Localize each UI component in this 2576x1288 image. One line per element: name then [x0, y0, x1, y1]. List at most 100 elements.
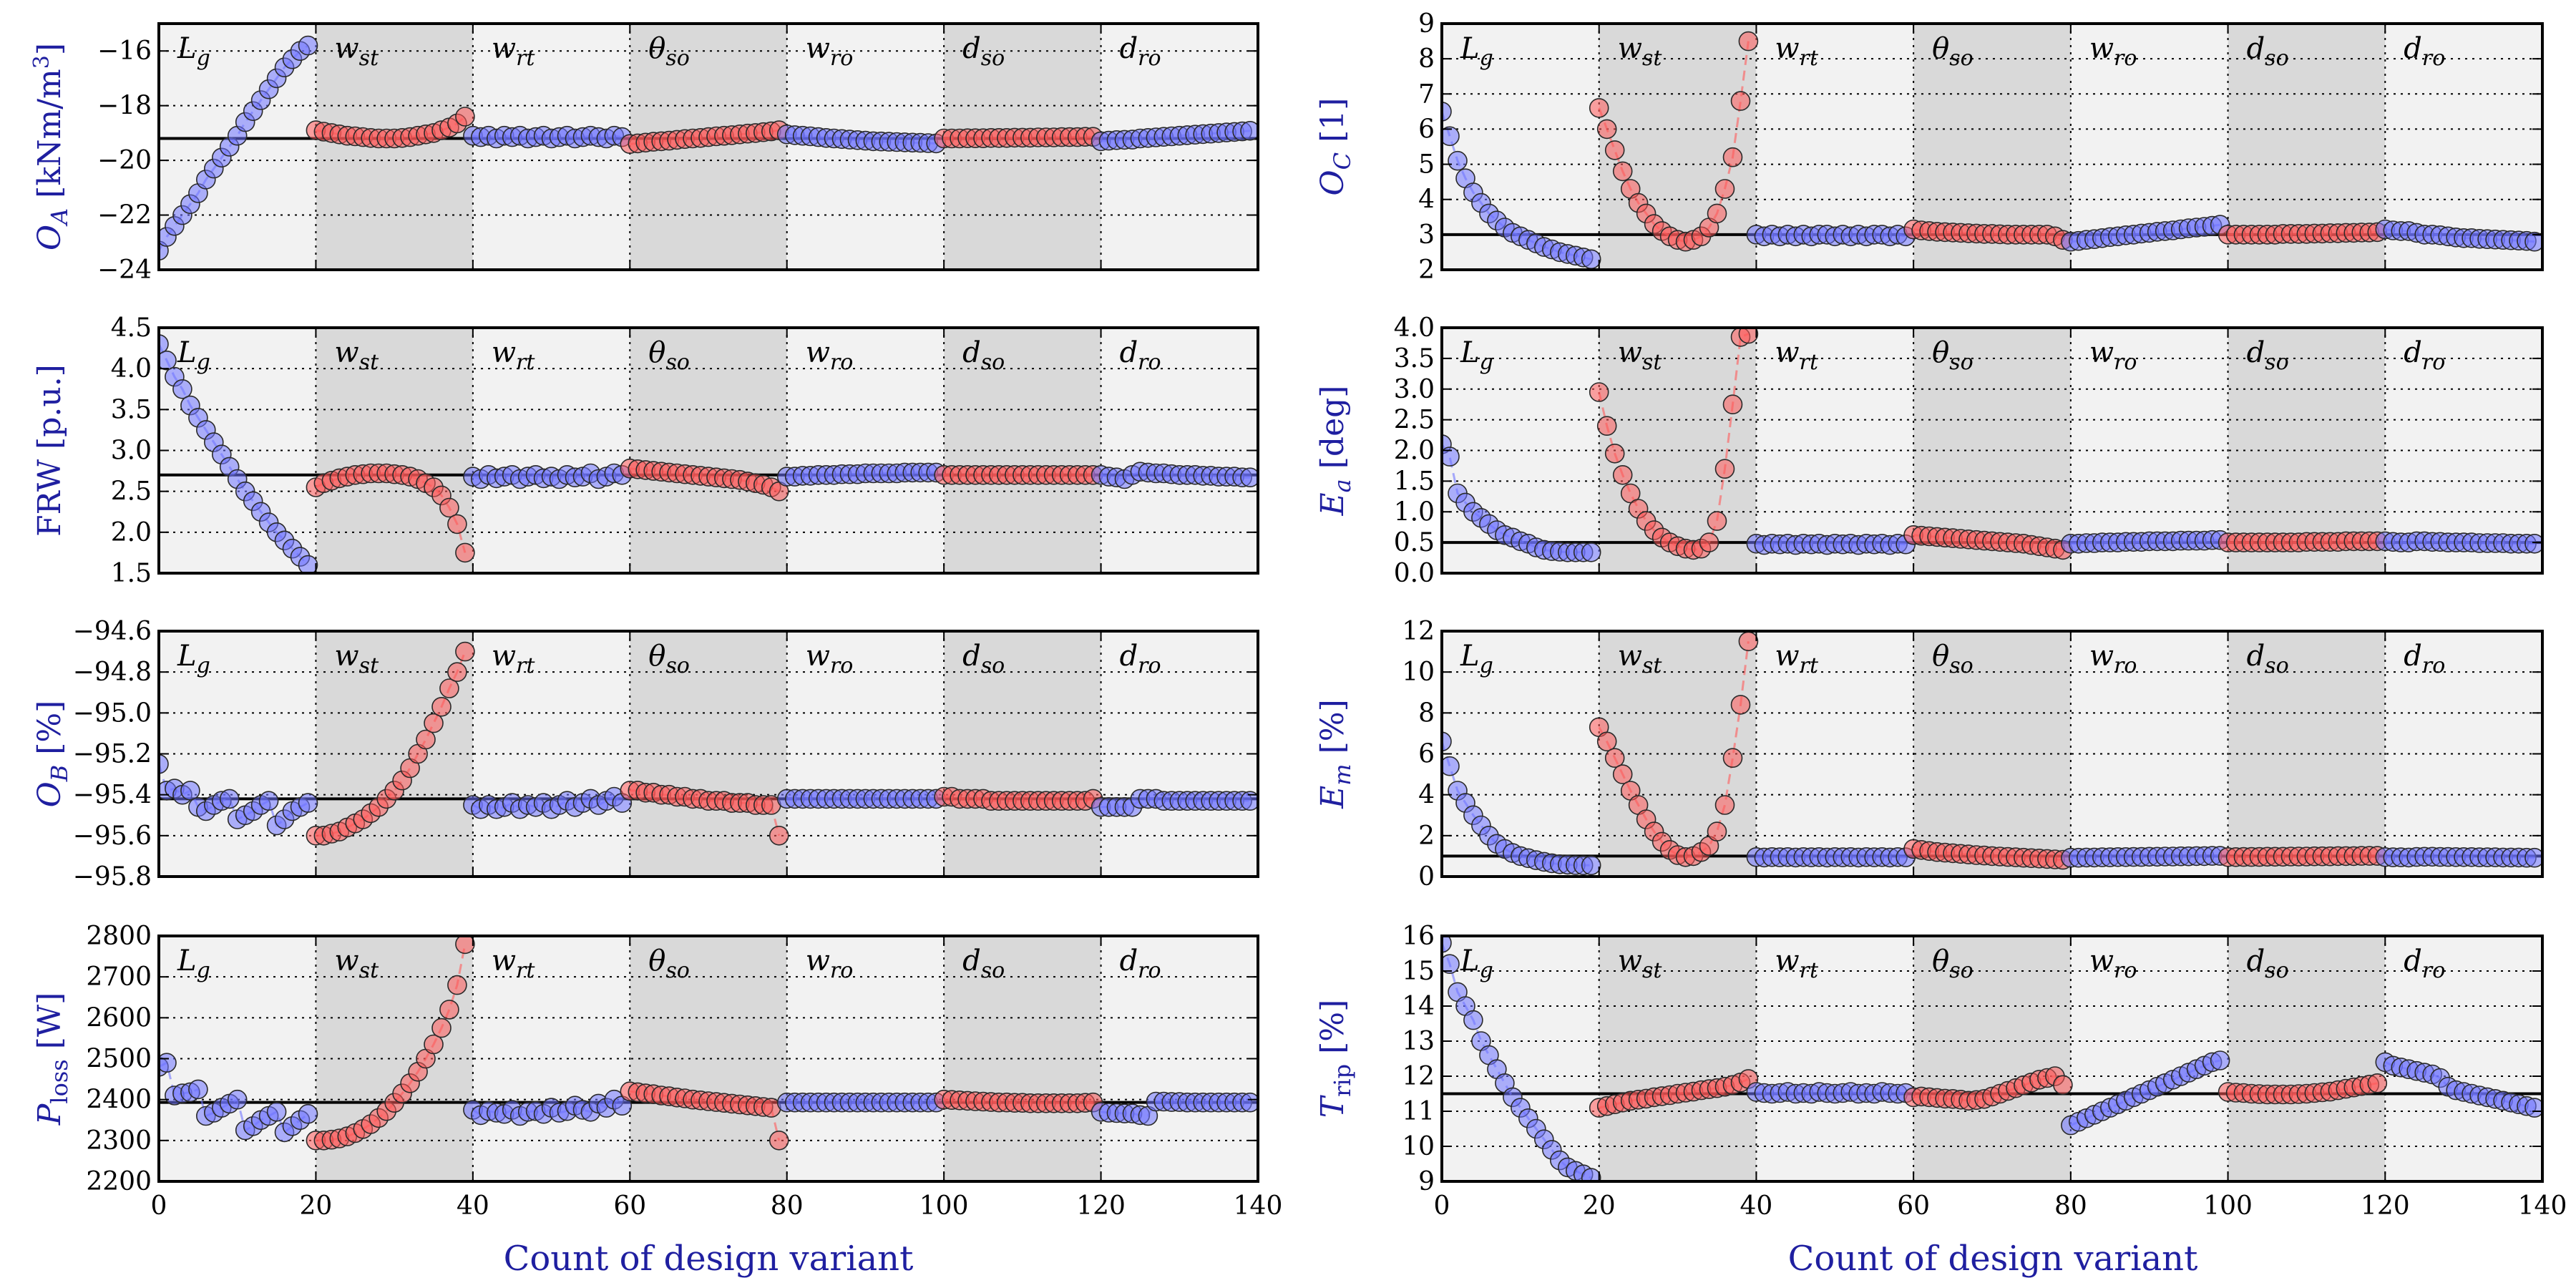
y-tick-label: −16 — [97, 36, 152, 66]
data-point — [1612, 161, 1633, 182]
segment-label: wst — [334, 945, 379, 983]
data-point — [159, 350, 177, 371]
data-series — [1442, 328, 2542, 562]
x-tick-label: 0 — [151, 1191, 167, 1221]
y-tick-label: 13 — [1402, 1027, 1435, 1056]
data-point — [1463, 1010, 1483, 1030]
data-point — [1722, 394, 1743, 415]
segment-label: wst — [334, 336, 379, 375]
data-series — [159, 641, 1258, 846]
data-point — [1589, 98, 1609, 118]
x-tick-label: 120 — [1076, 1191, 1126, 1221]
x-axis-label-left: Count of design variant — [504, 1239, 914, 1279]
y-tick-label: 2 — [1418, 255, 1435, 285]
data-point — [455, 936, 475, 955]
y-tick-label: 4.5 — [111, 313, 152, 343]
y-tick-label: 9 — [1418, 1167, 1435, 1196]
y-tick-label: −22 — [97, 201, 152, 230]
y-tick-label: 3.5 — [111, 395, 152, 424]
data-point — [1699, 532, 1719, 552]
data-point — [1442, 756, 1460, 776]
data-point — [1604, 443, 1625, 464]
data-point — [298, 35, 318, 56]
panel-E_a: Lg wst wrt θso wro dso dro0.00.51.01.52.02.53.… — [1314, 313, 2544, 588]
y-tick-label: 2.5 — [1394, 406, 1435, 435]
y-tick-label: 2200 — [86, 1167, 152, 1196]
y-tick-label: 15 — [1402, 957, 1435, 986]
data-point — [298, 555, 318, 573]
data-point — [439, 1000, 459, 1020]
x-tick-label: 140 — [2518, 1191, 2567, 1221]
y-tick-label: −94.6 — [73, 617, 152, 646]
y-tick-label: 2.5 — [111, 477, 152, 507]
y-tick-label: 2.0 — [111, 518, 152, 547]
data-point — [2367, 1073, 2388, 1093]
segment-background — [1101, 936, 1258, 1181]
y-tick-label: 3.0 — [1394, 375, 1435, 404]
data-series — [159, 35, 1258, 260]
x-tick-label: 80 — [771, 1191, 804, 1221]
data-point — [266, 1102, 287, 1122]
data-point — [298, 1103, 318, 1124]
data-point — [188, 1079, 208, 1100]
segment-background — [1442, 631, 1599, 877]
data-point — [2053, 1075, 2073, 1096]
data-point — [1707, 511, 1727, 531]
y-tick-label: 0.0 — [1394, 559, 1435, 588]
data-point — [447, 514, 467, 535]
y-axis-label: Ea [deg] — [1314, 386, 1356, 517]
data-point — [1240, 1092, 1258, 1113]
y-tick-label: −18 — [97, 92, 152, 121]
y-tick-label: 4.0 — [111, 354, 152, 384]
segment-background — [1756, 936, 1914, 1181]
segment-label: Lg — [1460, 32, 1493, 71]
data-point — [159, 334, 169, 354]
axes-frame — [157, 22, 1259, 271]
data-point — [1714, 795, 1735, 815]
data-point — [1722, 748, 1743, 768]
data-point — [1612, 764, 1633, 784]
data-point — [416, 729, 436, 750]
data-point — [180, 781, 200, 801]
y-tick-label: 4 — [1418, 781, 1435, 810]
data-point — [1707, 821, 1727, 841]
data-point — [1442, 936, 1452, 953]
x-tick-label: 140 — [1234, 1191, 1283, 1221]
segment-label: wst — [1618, 32, 1663, 71]
y-axis-label: FRW [p.u.] — [31, 364, 68, 537]
data-point — [1240, 467, 1258, 487]
data-point — [1581, 1168, 1601, 1181]
data-point — [2524, 1098, 2542, 1118]
y-tick-label: 16 — [1402, 922, 1435, 951]
data-point — [298, 793, 318, 813]
data-point — [2524, 231, 2542, 252]
segment-label: θso — [1932, 336, 1974, 375]
segment-background — [1913, 936, 2071, 1181]
data-point — [1738, 328, 1759, 344]
segment-label: wrt — [492, 32, 536, 71]
data-point — [1442, 102, 1452, 122]
data-point — [1240, 791, 1258, 811]
data-point — [455, 641, 475, 662]
y-axis-label: Em [%] — [1314, 699, 1356, 809]
y-tick-label: −95.4 — [73, 781, 152, 810]
data-point — [1738, 31, 1759, 52]
x-tick-label: 40 — [1740, 1191, 1773, 1221]
y-tick-label: 4.0 — [1394, 313, 1435, 343]
segment-label: wrt — [492, 945, 536, 983]
data-point — [1714, 179, 1735, 199]
axes-frame — [1440, 935, 2544, 1183]
data-point — [1604, 748, 1625, 768]
y-tick-label: −95.0 — [73, 698, 152, 728]
segment-background — [1101, 328, 1258, 573]
panel-O_B: Lg wst wrt θso wro dso dro−95.8−95.6−95.4−95.2… — [31, 617, 1259, 892]
y-tick-label: 6 — [1418, 740, 1435, 769]
y-tick-label: 11 — [1402, 1097, 1435, 1126]
y-tick-label: 1.5 — [1394, 467, 1435, 496]
data-point — [1730, 91, 1751, 111]
data-point — [1442, 447, 1460, 467]
data-point — [1442, 126, 1460, 147]
y-tick-label: −95.2 — [73, 740, 152, 769]
